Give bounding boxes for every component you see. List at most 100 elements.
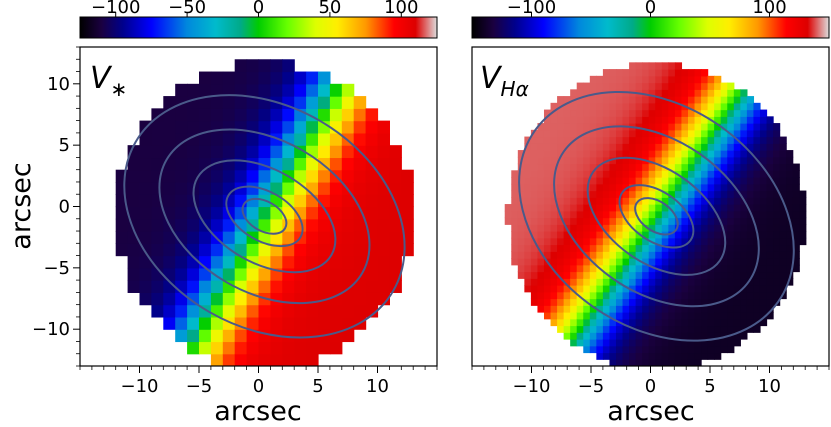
- velocity-cell: [714, 197, 722, 205]
- velocity-cell: [530, 197, 539, 205]
- velocity-cell: [707, 332, 715, 340]
- velocity-cell: [589, 332, 597, 340]
- velocity-cell: [151, 108, 164, 122]
- velocity-cell: [609, 217, 617, 225]
- velocity-cell: [779, 231, 787, 239]
- velocity-cell: [779, 156, 787, 165]
- velocity-cell: [746, 285, 755, 293]
- velocity-cell: [570, 204, 578, 212]
- velocity-cell: [602, 210, 611, 219]
- velocity-cell: [282, 108, 295, 122]
- velocity-cell: [563, 177, 571, 185]
- velocity-cell: [629, 96, 637, 104]
- velocity-cell: [583, 82, 591, 90]
- velocity-cell: [151, 145, 164, 159]
- velocity-cell: [629, 339, 637, 347]
- velocity-cell: [151, 231, 164, 244]
- velocity-cell: [622, 190, 630, 198]
- velocity-cell: [642, 312, 650, 320]
- velocity-cell: [622, 352, 630, 360]
- velocity-cell: [733, 298, 741, 306]
- velocity-cell: [635, 352, 643, 360]
- velocity-cell: [127, 169, 141, 183]
- velocity-cell: [377, 292, 390, 306]
- velocity-cell: [282, 353, 295, 366]
- velocity-cell: [668, 271, 676, 279]
- velocity-cell: [622, 278, 630, 286]
- velocity-cell: [714, 129, 722, 138]
- velocity-cell: [720, 102, 728, 111]
- velocity-cell: [563, 318, 571, 327]
- velocity-cell: [759, 271, 768, 279]
- velocity-cell: [648, 325, 656, 333]
- velocity-cell: [648, 285, 656, 293]
- velocity-cell: [642, 285, 650, 293]
- velocity-cell: [576, 143, 584, 151]
- velocity-cell: [779, 143, 787, 151]
- velocity-cell: [701, 183, 709, 192]
- velocity-cell: [199, 329, 212, 343]
- velocity-cell: [720, 278, 728, 286]
- velocity-cell: [294, 292, 307, 306]
- velocity-cell: [306, 341, 319, 355]
- velocity-cell: [511, 251, 519, 259]
- velocity-cell: [674, 197, 683, 205]
- panel-label-stellar-sub: ∗: [111, 77, 128, 101]
- velocity-cell: [576, 291, 584, 300]
- velocity-cell: [341, 304, 355, 318]
- velocity-cell: [629, 116, 637, 124]
- velocity-cell: [642, 75, 650, 84]
- colorbar-right-ticks: −100 0 100: [507, 0, 787, 18]
- velocity-cell: [341, 267, 355, 281]
- velocity-cell: [655, 345, 663, 354]
- velocity-cell: [642, 116, 650, 124]
- velocity-cell: [589, 204, 597, 212]
- velocity-cell: [557, 312, 565, 320]
- velocity-cell: [175, 329, 188, 343]
- velocity-cell: [377, 120, 390, 134]
- velocity-cell: [353, 231, 367, 244]
- velocity-cell: [629, 143, 637, 151]
- velocity-cell: [537, 251, 545, 259]
- velocity-cell: [773, 285, 781, 293]
- velocity-cell: [629, 217, 637, 225]
- velocity-cell: [282, 329, 295, 343]
- velocity-cell: [648, 291, 656, 300]
- x-axis-label-left: arcsec: [214, 396, 301, 427]
- velocity-cell: [163, 169, 176, 183]
- velocity-cell: [602, 318, 611, 327]
- velocity-cell: [524, 190, 532, 198]
- velocity-cell: [329, 108, 343, 122]
- velocity-cell: [701, 150, 709, 158]
- velocity-cell: [175, 292, 188, 306]
- velocity-cell: [629, 163, 637, 171]
- velocity-cell: [720, 123, 728, 131]
- velocity-cell: [365, 132, 379, 146]
- velocity-cell: [668, 96, 676, 104]
- velocity-cell: [707, 82, 715, 90]
- velocity-cell: [668, 150, 676, 158]
- velocity-cell: [576, 210, 584, 219]
- velocity-cell: [530, 291, 539, 300]
- velocity-cell: [727, 278, 735, 286]
- velocity-cell: [524, 231, 532, 239]
- velocity-cell: [389, 181, 402, 195]
- velocity-cell: [773, 298, 781, 306]
- velocity-cell: [720, 96, 728, 104]
- velocity-cell: [583, 291, 591, 300]
- velocity-cell: [746, 224, 755, 232]
- velocity-cell: [557, 204, 565, 212]
- velocity-cell: [589, 339, 597, 347]
- velocity-cell: [234, 231, 248, 244]
- velocity-cell: [655, 116, 663, 124]
- velocity-cell: [127, 255, 141, 269]
- velocity-cell: [524, 251, 532, 259]
- velocity-cell: [707, 271, 715, 279]
- velocity-cell: [163, 243, 176, 257]
- velocity-cell: [687, 197, 696, 205]
- velocity-cell: [329, 83, 343, 97]
- velocity-cell: [733, 244, 741, 252]
- velocity-cell: [720, 163, 728, 171]
- velocity-cell: [602, 109, 611, 117]
- velocity-cell: [187, 231, 200, 244]
